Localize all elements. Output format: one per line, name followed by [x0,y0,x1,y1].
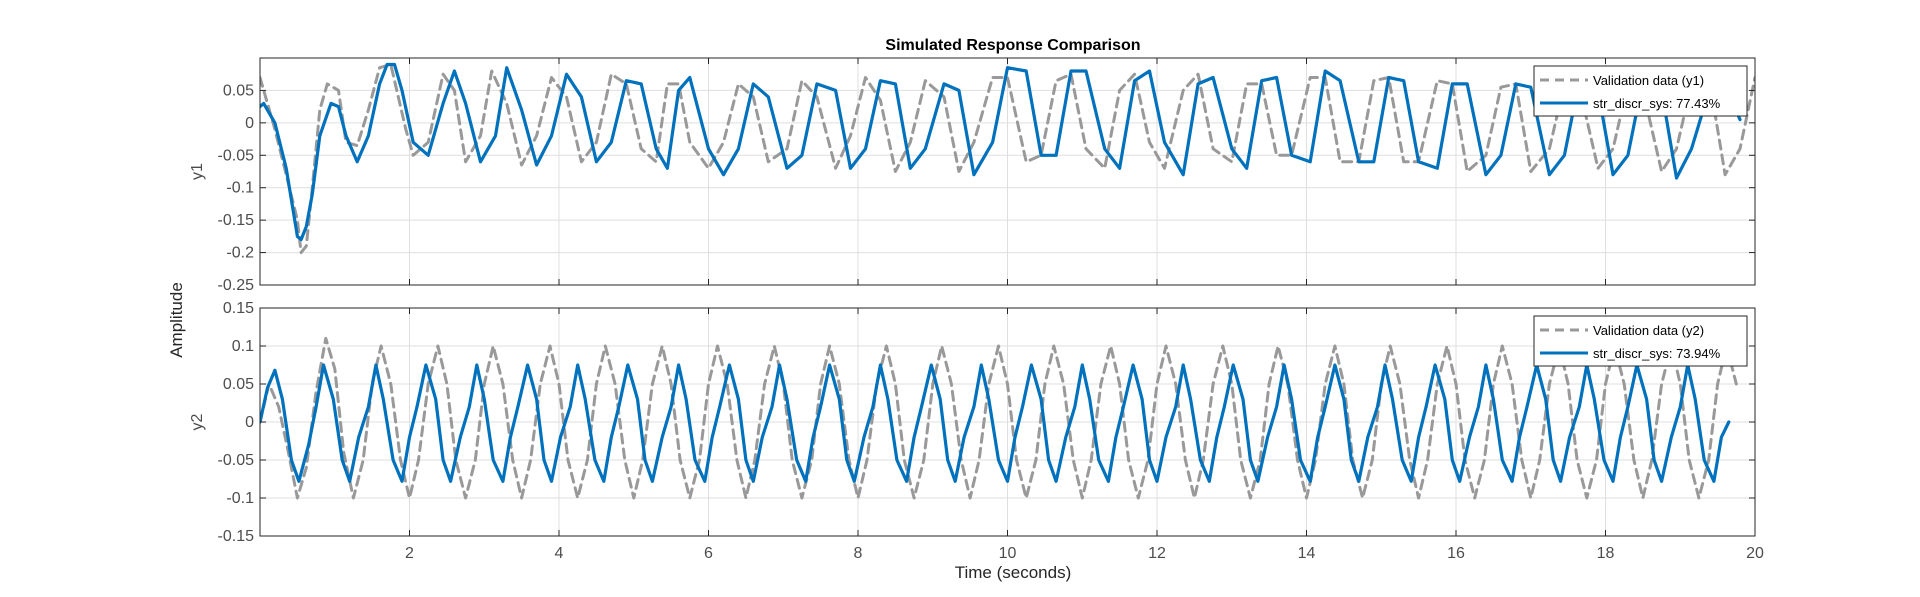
panel-y-label: y1 [189,163,206,180]
x-tick-label: 8 [854,545,863,562]
legend-entry-label: Validation data (y1) [1593,73,1704,88]
y-tick-label: 0.05 [223,376,254,393]
y-tick-label: -0.15 [218,212,255,229]
y-tick-label: 0.15 [223,300,254,317]
legend-box [1533,315,1748,367]
x-tick-label: 16 [1447,545,1465,562]
y-tick-label: 0.05 [223,82,254,99]
x-tick-label: 20 [1746,545,1764,562]
shared-y-axis-label: Amplitude [167,282,186,358]
y-tick-label: -0.1 [226,490,254,507]
model-series-line [260,363,1731,483]
y-tick-label: -0.15 [218,528,255,545]
series-group [260,62,1755,255]
y-tick-label: -0.1 [226,180,254,197]
legend-entry-label: str_discr_sys: 77.43% [1593,96,1721,111]
y-tick-label: -0.05 [218,147,255,164]
x-tick-label: 12 [1148,545,1166,562]
legend-box [1533,65,1748,117]
panel-y-label: y2 [189,413,206,430]
x-tick-label: 10 [999,545,1017,562]
validation-series-line [260,63,1755,255]
x-axis-label: Time (seconds) [955,563,1072,582]
model-series-line [260,62,1742,242]
y-tick-label: 0 [245,414,254,431]
legend-entry-label: str_discr_sys: 73.94% [1593,346,1721,361]
x-tick-label: 14 [1298,545,1316,562]
y-tick-label: -0.2 [226,245,254,262]
x-tick-label: 18 [1597,545,1615,562]
y-tick-label: 0.1 [232,338,254,355]
x-tick-label: 2 [405,545,414,562]
panel-y2: 0.15 0.1 0.05 0 -0.05 -0.1 -0.15 2 4 6 8 10 12 14 16 18… [189,300,1764,562]
legend: Validation data (y1) str_discr_sys: 77.43… [1533,65,1748,117]
chart-title: Simulated Response Comparison [885,37,1140,54]
validation-series-line [260,336,1738,500]
series-group [260,336,1738,500]
legend: Validation data (y2) str_discr_sys: 73.94… [1533,315,1748,367]
y-tick-label: -0.05 [218,452,255,469]
x-tick-label: 6 [704,545,713,562]
y-tick-label: 0 [245,115,254,132]
panel-y1: 0.05 0 -0.05 -0.1 -0.15 -0.2 -0.25 y1 Validation… [189,57,1756,294]
y-tick-label: -0.25 [218,277,255,294]
x-tick-label: 4 [555,545,564,562]
legend-entry-label: Validation data (y2) [1593,323,1704,338]
